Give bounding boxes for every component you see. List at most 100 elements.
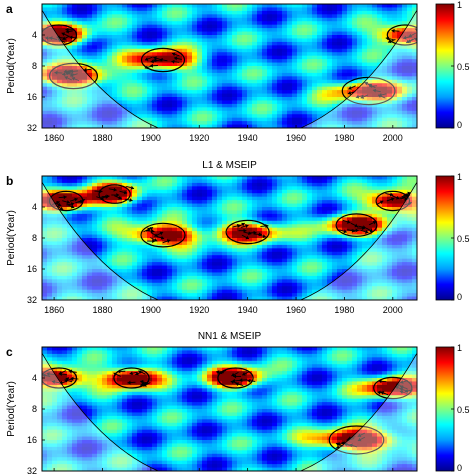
- phase-arrow: [171, 59, 180, 64]
- colorbar-tick-label: 0: [457, 292, 462, 302]
- phase-arrow: [54, 70, 63, 75]
- phase-arrow: [239, 378, 248, 383]
- significance-contour: [225, 219, 270, 245]
- x-tick-label: 1940: [238, 133, 258, 143]
- phase-arrow: [70, 376, 79, 381]
- phase-arrow: [83, 67, 92, 72]
- x-tick-label: 1880: [92, 305, 112, 315]
- phase-arrow: [62, 200, 71, 204]
- colorbar-tick-label: 1: [457, 343, 462, 353]
- panel-title: L1 & MSEIP: [202, 160, 257, 171]
- panel-a: 1860 1880 1900 1920 1940 1960 1980 2000 4 8 16 32 Pe…: [6, 0, 470, 143]
- y-axis-label: Period(Year): [6, 210, 17, 266]
- phase-arrow: [378, 379, 387, 384]
- phase-arrow: [238, 228, 247, 233]
- phase-arrow: [360, 94, 369, 99]
- significance-contour: [42, 367, 78, 389]
- phase-arrow: [349, 443, 358, 448]
- phase-arrow: [143, 382, 151, 387]
- phase-arrow: [114, 195, 122, 200]
- panel-c: 18601880190019201940196019802000481632Pe…: [6, 331, 470, 474]
- significance-contour: [217, 367, 254, 389]
- phase-arrow: [173, 56, 182, 61]
- phase-arrow: [61, 32, 70, 37]
- phase-arrow: [414, 37, 417, 43]
- phase-arrow: [385, 192, 394, 197]
- y-tick-label: 8: [32, 404, 37, 414]
- phase-arrow: [96, 196, 105, 201]
- phase-arrow: [400, 379, 408, 384]
- y-axis-label: Period(Year): [6, 38, 17, 94]
- x-tick-label: 1860: [44, 305, 64, 315]
- phase-arrow: [339, 229, 348, 234]
- phase-arrow: [241, 234, 250, 240]
- phase-arrow: [58, 195, 67, 200]
- phase-arrow: [243, 231, 252, 236]
- x-tick-label: 2000: [383, 133, 403, 143]
- phase-arrow: [113, 372, 121, 377]
- phase-arrow: [135, 371, 143, 376]
- phase-arrow: [65, 27, 74, 32]
- phase-arrow: [378, 92, 387, 97]
- x-tick-label: 1860: [44, 133, 64, 143]
- y-tick-label: 16: [27, 264, 37, 274]
- x-tick-label: 1920: [189, 133, 209, 143]
- colorbar-tick-label: 0.5: [457, 234, 470, 244]
- phase-arrow: [350, 228, 359, 233]
- phase-arrow: [386, 197, 395, 202]
- phase-arrow: [69, 197, 78, 202]
- panel-label: b: [6, 174, 13, 188]
- phase-arrow: [42, 39, 46, 43]
- colorbar: 10.50: [435, 343, 470, 473]
- phase-arrow: [218, 369, 227, 375]
- cone-of-influence: [42, 9, 417, 128]
- phase-arrow: [231, 371, 239, 377]
- phase-arrow: [348, 85, 356, 90]
- phase-arrow: [365, 227, 374, 233]
- y-tick-label: 16: [27, 92, 37, 102]
- heatmap-plot: [42, 176, 417, 300]
- phase-arrow: [64, 76, 73, 81]
- phase-arrow: [140, 382, 149, 387]
- phase-arrow: [247, 378, 256, 383]
- y-tick-label: 32: [27, 123, 37, 133]
- significance-contour: [42, 24, 78, 46]
- phase-arrow: [235, 382, 244, 387]
- phase-arrow: [46, 371, 55, 376]
- significance-contour: [113, 367, 150, 389]
- x-tick-label: 1900: [141, 133, 161, 143]
- phase-arrow: [391, 195, 400, 200]
- x-tick-label: 1900: [141, 305, 161, 315]
- phase-arrow: [129, 371, 138, 376]
- colorbar: 10.50: [435, 0, 470, 130]
- cone-of-influence: [42, 352, 417, 471]
- y-tick-label: 4: [32, 202, 37, 212]
- phase-arrow: [242, 371, 250, 376]
- phase-arrow: [69, 69, 79, 74]
- phase-arrow: [69, 73, 78, 78]
- x-tick-label: 1980: [334, 305, 354, 315]
- phase-arrow: [71, 76, 80, 82]
- phase-arrow: [144, 56, 153, 61]
- x-tick-label: 1960: [286, 305, 306, 315]
- phase-arrow: [399, 385, 408, 390]
- colorbar-tick-label: 1: [457, 172, 462, 182]
- significance-contour: [140, 222, 186, 248]
- phase-arrow: [146, 229, 155, 234]
- phase-arrow: [399, 387, 408, 392]
- x-tick-label: 1980: [334, 133, 354, 143]
- phase-arrow: [399, 390, 408, 395]
- phase-arrow: [403, 191, 411, 196]
- phase-arrow: [101, 194, 110, 199]
- phase-arrow: [364, 81, 373, 87]
- panel-label: c: [6, 345, 13, 359]
- phase-arrow: [260, 224, 269, 229]
- phase-arrow: [385, 36, 394, 41]
- phase-arrow: [119, 190, 128, 195]
- significance-contour: [375, 190, 411, 212]
- y-tick-label: 16: [27, 435, 37, 445]
- phase-arrow: [253, 232, 262, 237]
- significance-contour: [335, 213, 378, 237]
- phase-arrow: [240, 224, 249, 228]
